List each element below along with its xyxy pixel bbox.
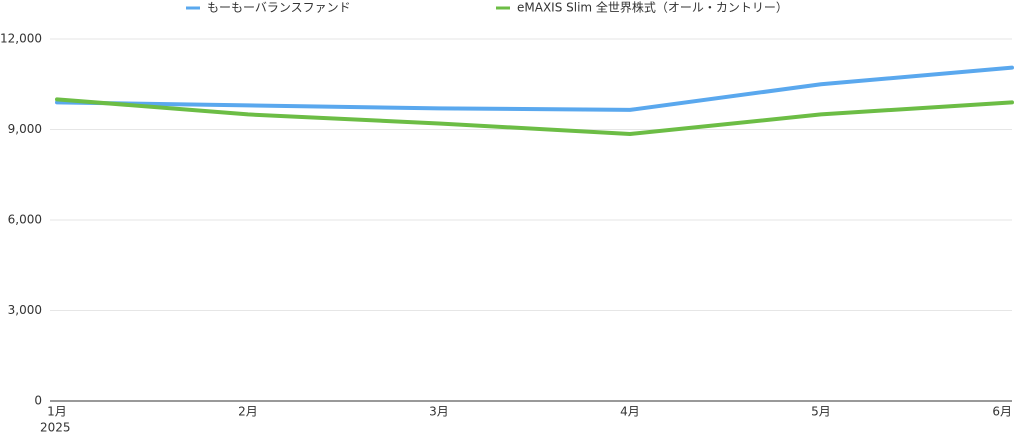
x-tick-label: 3月: [429, 405, 449, 419]
y-tick-label: 6,000: [8, 213, 42, 227]
y-tick-label: 3,000: [8, 303, 42, 317]
x-tick-label: 1月: [47, 405, 67, 419]
y-tick-label: 12,000: [0, 32, 42, 46]
line-series: [55, 65, 1014, 112]
legend-label: もーもーバランスファンド: [207, 1, 351, 15]
x-tick-label: 4月: [620, 405, 640, 419]
x-tick-label: 5月: [811, 405, 831, 419]
y-tick-label: 0: [34, 394, 42, 408]
x-tick-label: 2月: [238, 405, 258, 419]
x-tick-label: 6月: [992, 405, 1012, 419]
line-series: [55, 97, 1014, 137]
y-tick-label: 9,000: [8, 122, 42, 136]
x-sublabel: 2025: [40, 421, 71, 435]
legend-label: eMAXIS Slim 全世界株式（オール・カントリー）: [517, 0, 788, 15]
